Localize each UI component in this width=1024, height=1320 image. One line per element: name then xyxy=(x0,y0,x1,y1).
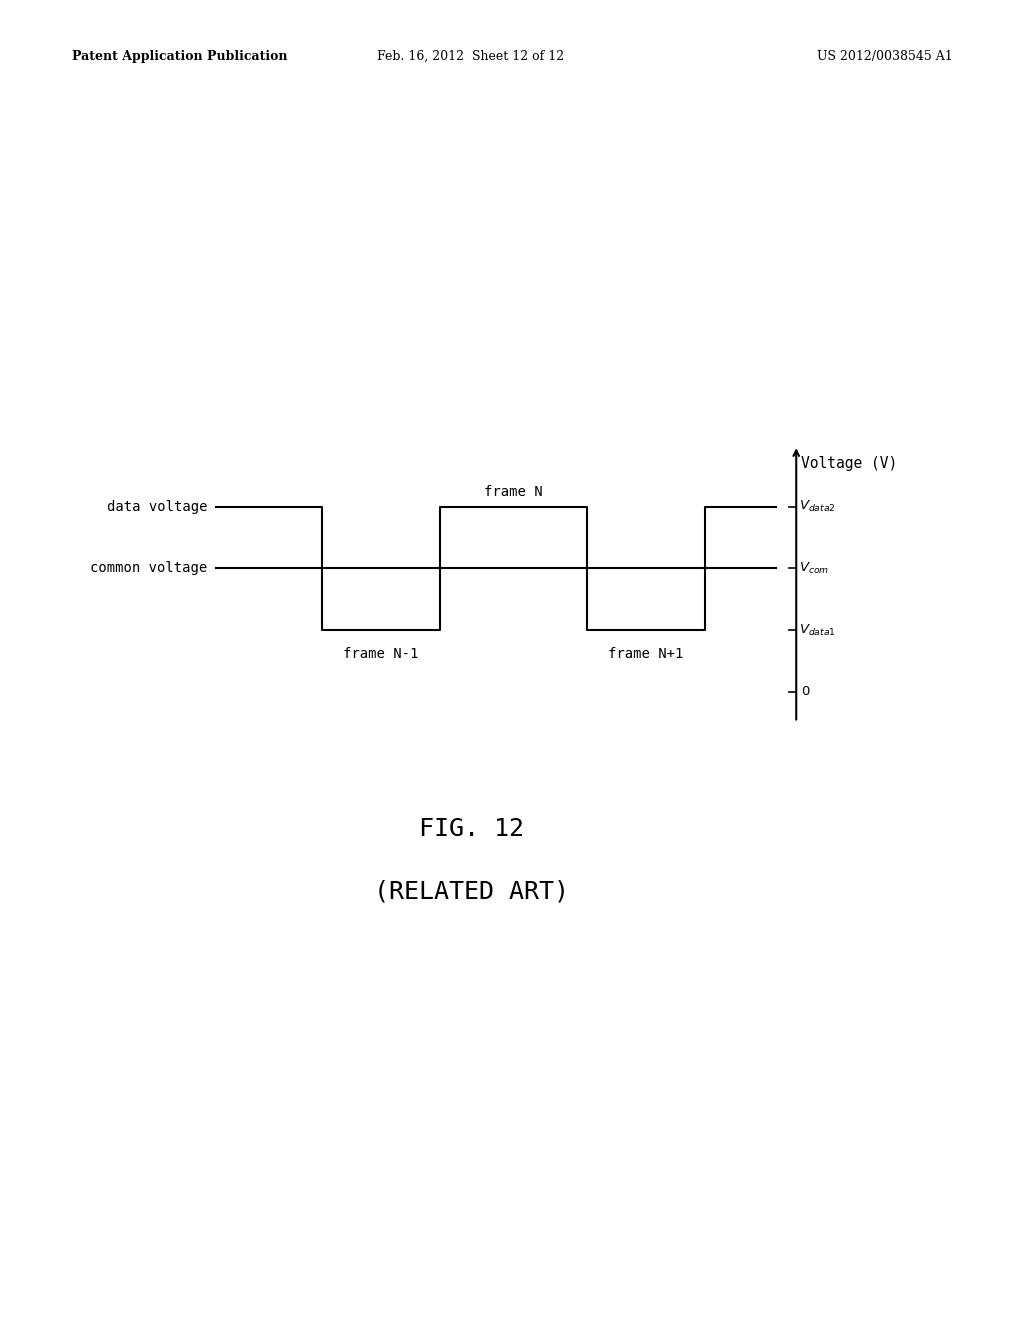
Text: data voltage: data voltage xyxy=(106,500,207,513)
Text: Feb. 16, 2012  Sheet 12 of 12: Feb. 16, 2012 Sheet 12 of 12 xyxy=(378,50,564,62)
Text: Patent Application Publication: Patent Application Publication xyxy=(72,50,287,62)
Text: US 2012/0038545 A1: US 2012/0038545 A1 xyxy=(816,50,952,62)
Text: FIG. 12: FIG. 12 xyxy=(419,817,523,841)
Text: frame N-1: frame N-1 xyxy=(343,647,419,661)
Text: frame N+1: frame N+1 xyxy=(608,647,684,661)
Text: common voltage: common voltage xyxy=(90,561,207,576)
Text: $0$: $0$ xyxy=(801,685,810,698)
Text: Voltage (V): Voltage (V) xyxy=(801,457,897,471)
Text: $V_{com}$: $V_{com}$ xyxy=(799,561,829,576)
Text: $V_{data1}$: $V_{data1}$ xyxy=(799,623,837,638)
Text: (RELATED ART): (RELATED ART) xyxy=(374,879,568,903)
Text: frame N: frame N xyxy=(484,486,543,499)
Text: $V_{data2}$: $V_{data2}$ xyxy=(799,499,836,515)
